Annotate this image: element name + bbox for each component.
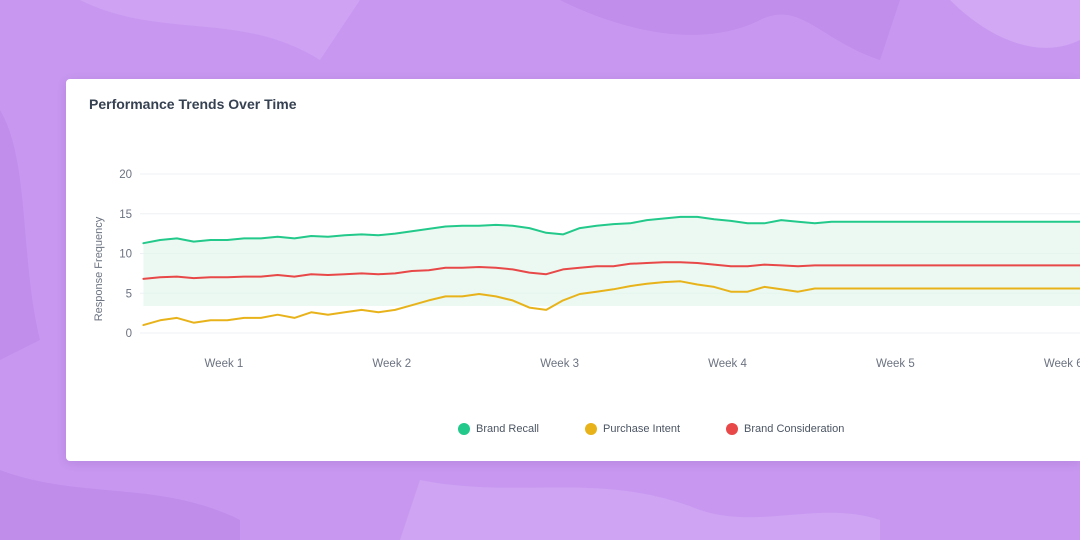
- legend-label: Brand Consideration: [744, 423, 845, 435]
- series-lines: [142, 215, 1080, 327]
- series-line-purchase-intent: [142, 280, 1080, 327]
- chart-card: Performance Trends Over Time 0 5 10 15 20 We…: [66, 79, 1080, 461]
- y-tick-label: 0: [126, 328, 132, 340]
- series-line-brand-recall: [142, 215, 1080, 245]
- legend-dot-icon: [726, 423, 739, 435]
- x-tick-label: Week 2: [372, 358, 411, 370]
- x-tick-label: Week 5: [876, 358, 915, 370]
- x-axis: Week 1 Week 2 Week 3 Week 4 Week 5 Week 6: [205, 358, 1080, 370]
- y-tick-label: 5: [126, 288, 132, 300]
- legend-item-brand-recall[interactable]: Brand Recall: [458, 423, 539, 435]
- legend-label: Brand Recall: [476, 423, 539, 435]
- shaded-band: [143, 216, 1080, 306]
- legend-dot-icon: [458, 423, 470, 435]
- legend-dot-icon: [584, 423, 597, 435]
- x-tick-label: Week 1: [205, 358, 244, 370]
- legend-item-purchase-intent[interactable]: Purchase Intent: [584, 423, 681, 435]
- y-tick-label: 20: [119, 169, 132, 181]
- legend: Brand Recall Purchase Intent Brand Consi…: [458, 423, 844, 435]
- y-axis: 0 5 10 15 20: [119, 169, 132, 340]
- legend-item-brand-consideration[interactable]: Brand Consideration: [726, 423, 844, 435]
- x-tick-label: Week 4: [708, 358, 747, 370]
- confidence-band: [143, 216, 1080, 306]
- series-line-brand-consideration: [142, 261, 1080, 280]
- card-title: Performance Trends Over Time: [89, 96, 297, 112]
- x-tick-label: Week 6: [1044, 358, 1080, 370]
- x-tick-label: Week 3: [540, 358, 579, 370]
- y-tick-label: 15: [119, 209, 132, 221]
- y-tick-label: 10: [119, 249, 132, 261]
- legend-label: Purchase Intent: [602, 423, 681, 435]
- y-axis-title: Response Frequency: [93, 216, 105, 321]
